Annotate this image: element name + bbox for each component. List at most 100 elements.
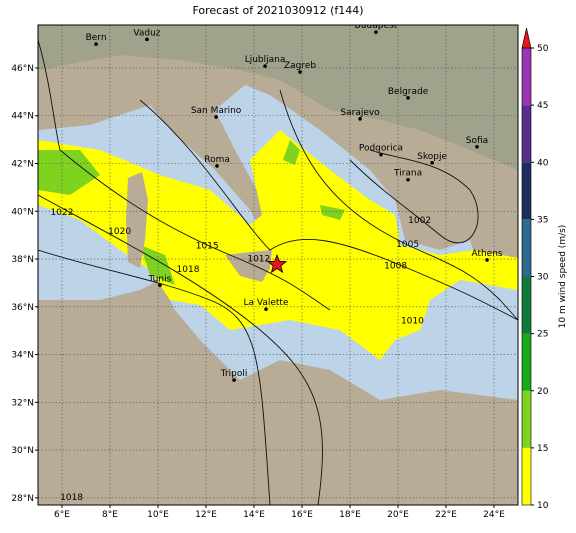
city-label: Bern bbox=[86, 33, 107, 43]
city-label: Ljubljana bbox=[245, 55, 286, 65]
x-tick-label: 14°E bbox=[243, 510, 265, 520]
colorbar-tick-label: 15 bbox=[537, 444, 548, 454]
isobar-label: 1018 bbox=[177, 265, 200, 275]
y-tick-label: 32°N bbox=[11, 398, 34, 408]
city-dot bbox=[475, 144, 479, 149]
city-dot bbox=[94, 42, 98, 46]
x-tick-label: 6°E bbox=[54, 510, 70, 520]
city-dot bbox=[232, 378, 236, 382]
x-tick-label: 24°E bbox=[483, 510, 505, 520]
colorbar: 10 15 20 25 30 35 40 45 50 10 m wind speed (m/s) bbox=[521, 27, 568, 511]
colorbar-tick-label: 10 bbox=[537, 501, 549, 511]
city-label: Belgrade bbox=[388, 87, 429, 97]
city-label: Podgorica bbox=[359, 144, 403, 154]
colorbar-tick-label: 30 bbox=[537, 273, 549, 283]
city-dot bbox=[145, 37, 149, 42]
city-dot bbox=[379, 152, 383, 157]
colorbar-segment bbox=[522, 219, 531, 277]
colorbar-tick-label: 20 bbox=[537, 387, 549, 397]
isobar-label: 1022 bbox=[51, 208, 74, 218]
isobar bbox=[38, 249, 271, 505]
isobar bbox=[279, 89, 518, 321]
isobar bbox=[59, 149, 331, 311]
isobar-label: 1002 bbox=[408, 216, 431, 226]
axes: 6°E 8°E 10°E 12°E 14°E 16°E 18°E 20°E 22°E 24°E 28… bbox=[11, 64, 505, 520]
city-label: Sofia bbox=[466, 136, 488, 146]
colorbar-frame bbox=[521, 47, 532, 506]
city-label: Tripoli bbox=[220, 369, 248, 379]
wind-area-strong bbox=[38, 140, 345, 285]
colorbar-segment bbox=[522, 390, 531, 448]
city-dot bbox=[406, 96, 410, 100]
colorbar-segment bbox=[522, 105, 531, 163]
isobar-label: 1010 bbox=[401, 317, 424, 327]
colorbar-segment bbox=[522, 333, 531, 391]
isobar bbox=[38, 194, 323, 505]
map-frame bbox=[37, 24, 519, 506]
y-tick-label: 44°N bbox=[11, 112, 34, 122]
x-tick-label: 10°E bbox=[147, 510, 169, 520]
city-dot bbox=[264, 307, 268, 311]
y-tick-label: 46°N bbox=[11, 64, 34, 74]
city-label: Sarajevo bbox=[340, 108, 380, 118]
isobar bbox=[349, 149, 479, 244]
city-label: Zagreb bbox=[284, 61, 316, 71]
colorbar-segment bbox=[522, 48, 531, 106]
colorbar-tick-label: 40 bbox=[537, 158, 549, 168]
colorbar-tick-label: 45 bbox=[537, 101, 548, 111]
city-label: Athens bbox=[471, 249, 502, 259]
title: Forecast of 2021030912 (f144) bbox=[192, 4, 363, 17]
y-tick-label: 42°N bbox=[11, 160, 34, 170]
city-dot bbox=[158, 283, 162, 288]
city-label: Budapest bbox=[355, 21, 398, 31]
colorbar-segment bbox=[522, 276, 531, 334]
city-label: Vaduz bbox=[133, 28, 160, 38]
city-dot bbox=[485, 258, 489, 262]
city-label: Skopje bbox=[417, 152, 447, 162]
city-dot bbox=[263, 64, 267, 68]
sardinia-corsica bbox=[126, 172, 148, 268]
x-tick-label: 20°E bbox=[387, 510, 409, 520]
y-tick-label: 30°N bbox=[11, 446, 34, 456]
isobar-label: 1005 bbox=[396, 240, 419, 250]
isobar-label: 1008 bbox=[384, 262, 407, 272]
x-tick-label: 8°E bbox=[102, 510, 118, 520]
isobar-label: 1018 bbox=[60, 493, 83, 503]
y-tick-label: 36°N bbox=[11, 303, 34, 313]
city-dot bbox=[215, 164, 219, 168]
x-tick-label: 16°E bbox=[291, 510, 313, 520]
y-tick-label: 28°N bbox=[11, 494, 34, 504]
city-label: San Marino bbox=[191, 106, 242, 116]
x-tick-label: 18°E bbox=[339, 510, 361, 520]
city-dot bbox=[430, 160, 434, 165]
city-label: La Valette bbox=[244, 298, 289, 308]
y-tick-label: 34°N bbox=[11, 351, 34, 361]
city-label: Tirana bbox=[393, 169, 422, 179]
city-dot bbox=[214, 115, 218, 119]
city-dot bbox=[374, 30, 378, 34]
colorbar-segment bbox=[522, 447, 531, 505]
y-tick-label: 40°N bbox=[11, 207, 34, 217]
isobar bbox=[139, 99, 518, 321]
y-tick-label: 38°N bbox=[11, 255, 34, 265]
colorbar-label: 10 m wind speed (m/s) bbox=[558, 225, 568, 329]
isobar-label: 1020 bbox=[108, 227, 131, 237]
city-dot bbox=[406, 177, 410, 182]
x-tick-label: 22°E bbox=[435, 510, 457, 520]
location-star bbox=[266, 253, 288, 274]
city-dot bbox=[298, 70, 302, 74]
colorbar-extend bbox=[521, 27, 532, 49]
colorbar-segment bbox=[522, 162, 531, 220]
x-tick-label: 12°E bbox=[195, 510, 217, 520]
city-label: Tunis bbox=[148, 274, 172, 284]
colorbar-tick-label: 25 bbox=[537, 330, 548, 340]
isobar bbox=[38, 39, 61, 151]
isobar-label: 1015 bbox=[196, 241, 219, 251]
city-dot bbox=[358, 117, 362, 121]
colorbar-tick-label: 50 bbox=[537, 44, 549, 54]
city-label: Roma bbox=[204, 155, 230, 165]
isobar-label: 1012 bbox=[247, 254, 270, 264]
